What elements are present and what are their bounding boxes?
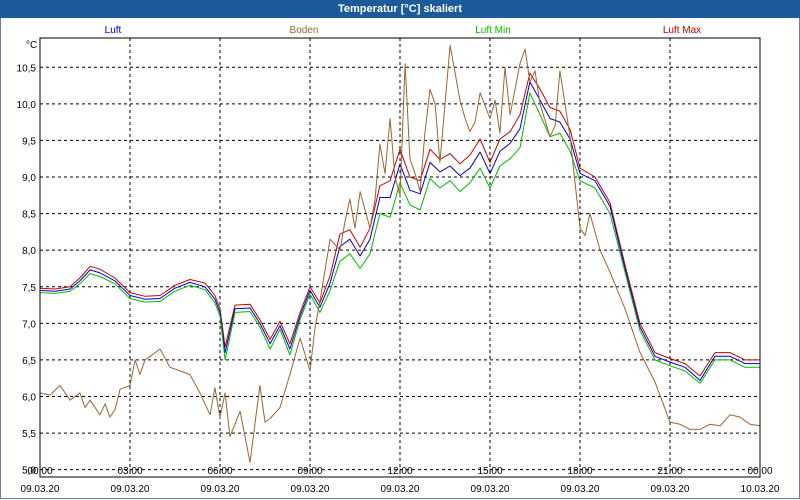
y-tick-label: 9,0 bbox=[22, 173, 36, 184]
x-tick-date: 09.03.20 bbox=[381, 484, 420, 495]
x-tick-time: 12:00 bbox=[387, 466, 412, 477]
x-tick-date: 09.03.20 bbox=[471, 484, 510, 495]
y-tick-label: 6,0 bbox=[22, 393, 36, 404]
legend-entry-luft-min: Luft Min bbox=[475, 25, 511, 36]
y-ticks: 5,0 5,5 6,0 6,5 7,0 7,5 8,0 8,5 9,0 9,5 10,0 10,5 bbox=[17, 63, 37, 476]
x-tick-date: 09.03.20 bbox=[201, 484, 240, 495]
y-axis-label: °C bbox=[26, 40, 37, 51]
y-tick-label: 7,5 bbox=[22, 283, 36, 294]
x-tick-date: 09.03.20 bbox=[291, 484, 330, 495]
y-tick-label: 10,0 bbox=[17, 100, 37, 111]
x-tick-date: 09.03.20 bbox=[111, 484, 150, 495]
x-tick-time: 09:00 bbox=[297, 466, 322, 477]
plot-area-border bbox=[39, 37, 761, 478]
series-line-boden bbox=[39, 44, 761, 463]
x-tick-time: 03:00 bbox=[117, 466, 142, 477]
legend-entry-boden: Boden bbox=[290, 25, 319, 36]
series-lines bbox=[39, 44, 761, 463]
temperature-chart: Luft Boden Luft Min Luft Max °C 5,0 5,5 6,0 6,… bbox=[17, 25, 780, 495]
x-tick-date: 09.03.20 bbox=[21, 484, 60, 495]
series-line-luft-max bbox=[39, 72, 760, 377]
legend: Luft Boden Luft Min Luft Max bbox=[105, 25, 702, 36]
legend-entry-luft-max: Luft Max bbox=[663, 25, 701, 36]
y-tick-label: 5,0 bbox=[22, 466, 36, 477]
y-tick-label: 10,5 bbox=[17, 63, 37, 74]
y-tick-label: 8,5 bbox=[22, 210, 36, 221]
x-tick-date: 09.03.20 bbox=[651, 484, 690, 495]
y-tick-label: 5,5 bbox=[22, 429, 36, 440]
window-title: Temperatur [°C] skaliert bbox=[0, 0, 800, 18]
grid bbox=[40, 38, 760, 477]
x-tick-date: 09.03.20 bbox=[561, 484, 600, 495]
x-tick-date: 10.03.20 bbox=[741, 484, 780, 495]
y-tick-label: 6,5 bbox=[22, 356, 36, 367]
x-tick-time: 18:00 bbox=[567, 466, 592, 477]
y-tick-label: 8,0 bbox=[22, 246, 36, 257]
y-tick-label: 7,0 bbox=[22, 319, 36, 330]
series-line-luft-min bbox=[39, 92, 760, 384]
x-ticks: 00:0009.03.2003:0009.03.2006:0009.03.200… bbox=[21, 466, 780, 495]
x-tick-time: 21:00 bbox=[657, 466, 682, 477]
x-tick-time: 15:00 bbox=[477, 466, 502, 477]
y-tick-label: 9,5 bbox=[22, 136, 36, 147]
x-tick-time: 06:00 bbox=[207, 466, 232, 477]
legend-entry-luft: Luft bbox=[105, 25, 122, 36]
series-line-luft bbox=[39, 81, 760, 381]
